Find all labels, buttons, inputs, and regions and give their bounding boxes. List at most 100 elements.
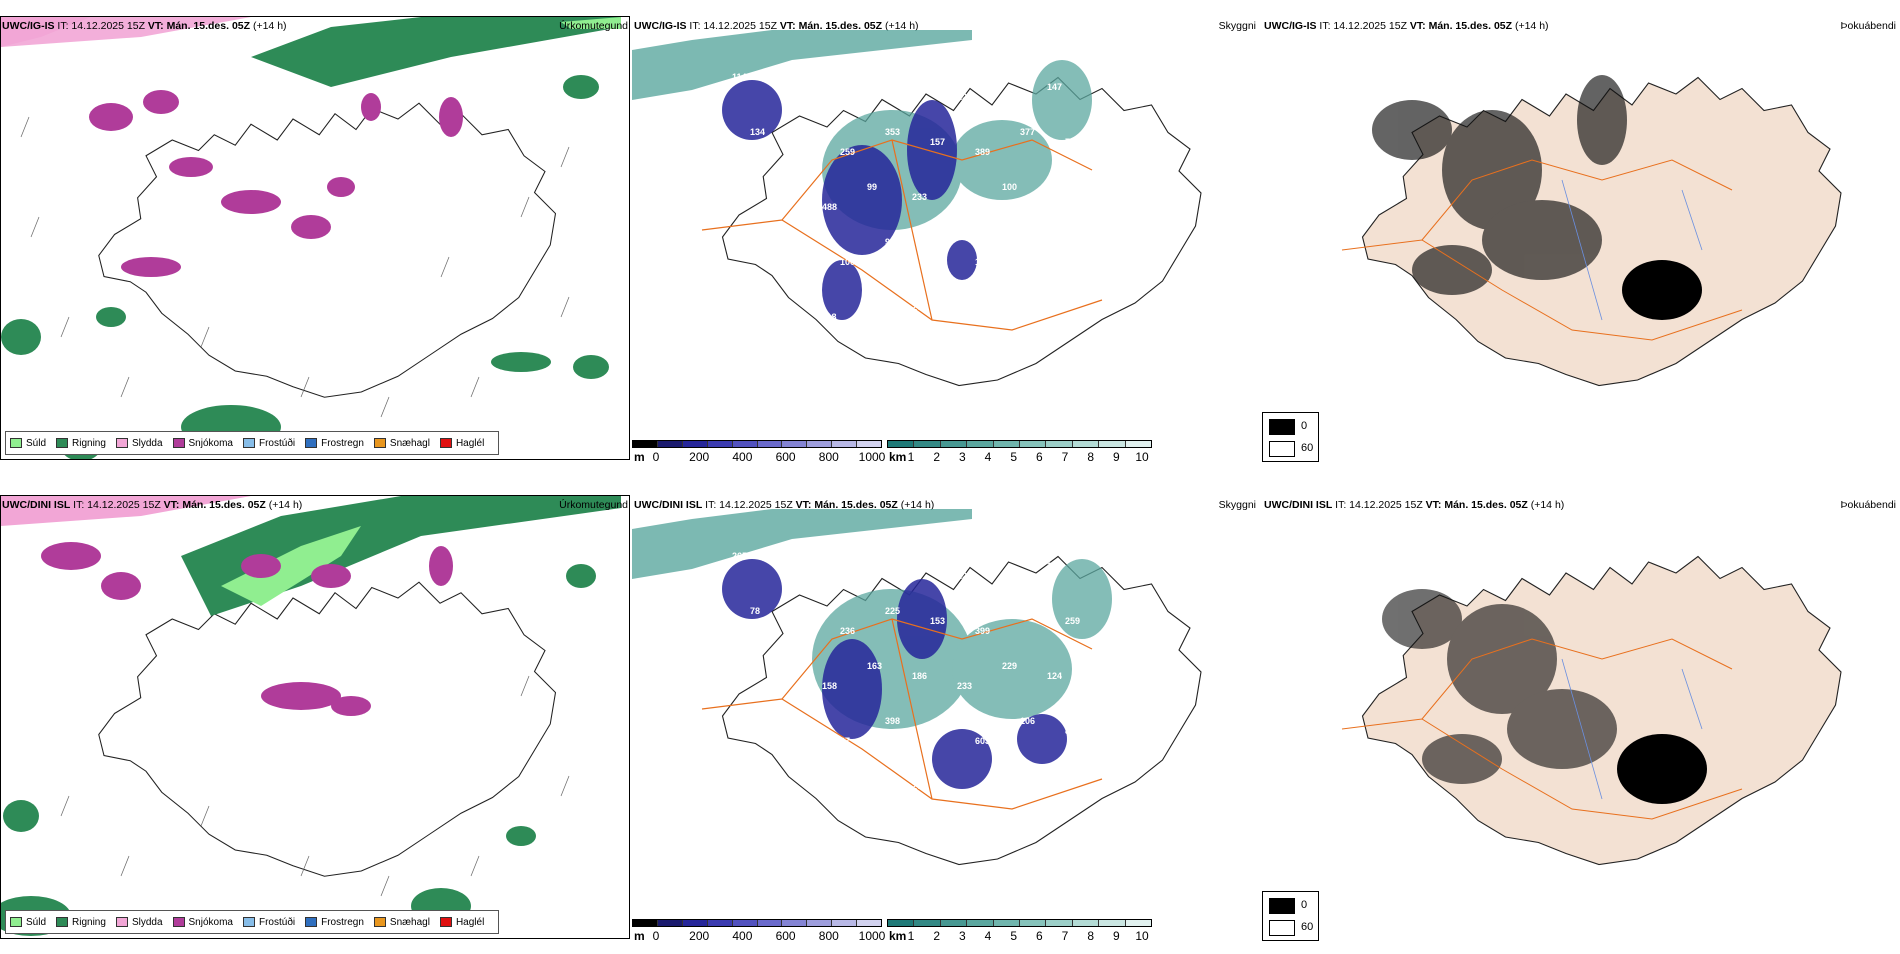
precip-legend-label: Slydda [131,437,163,449]
vis-value-label: 540 [822,791,837,801]
precip-legend: Súld Rigning Slydda Snjókoma Frostúði Frostre… [5,431,500,455]
ceiling-unit: m [634,450,645,464]
colorbar-segment [1099,920,1126,926]
vis-value-label: 68 [750,237,760,247]
precip-legend-item: Snjókoma [172,917,233,928]
colorbar-segment [888,441,915,447]
visibility-map[interactable]: 265 148 234 180 185 222 130 164 78 104 236 225 153 39… [632,509,1262,909]
vis-value-label: 399 [975,626,990,636]
header-mid: UWC/IG-IS IT: 14.12.2025 15Z VT: Mán. 15… [634,20,919,32]
vis-value-label: 134 [867,72,882,82]
vis-value-label: 124 [1047,671,1062,681]
vis-unit: km [889,450,907,464]
colorbar-tick: 4 [984,929,992,943]
vis-title: Skyggni [1218,20,1256,32]
vis-value-label: 398 [885,716,900,726]
vis-value-label: 287 [867,292,882,302]
precip-legend: Súld Rigning Slydda Snjókoma Frostúði Frostre… [5,910,500,934]
header-right: UWC/DINI ISL IT: 14.12.2025 15Z VT: Mán.… [1264,499,1565,511]
vis-value-label: 78 [750,606,760,616]
colorbar-segment [1099,441,1126,447]
precip-type-map[interactable]: Súld Rigning Slydda Snjókoma Frostúði Frostre… [0,495,630,939]
colorbar-segment [832,920,858,926]
colorbar-tick: 1000 [858,450,886,464]
vis-value-label: 377 [1020,127,1035,137]
precip-legend-item: Frostúði [242,437,296,449]
precip-legend-item: Haglél [439,438,484,449]
colorbar-tick: 9 [1112,450,1120,464]
vis-value-label: 259 [840,147,855,157]
precip-type-map[interactable]: Súld Rigning Slydda Snjókoma Frostúði Frostre… [0,16,630,460]
header-left: UWC/DINI ISL IT: 14.12.2025 15Z VT: Mán.… [2,499,303,511]
precip-type-panel: Súld Rigning Slydda Snjókoma Frostúði Frostre… [0,0,632,475]
vis-value-label: 163 [867,661,882,671]
colorbar-segment [757,441,783,447]
precip-title: Úrkomutegund [559,499,628,511]
vis-bar [887,440,1152,448]
vis-value-label: 104 [795,616,810,626]
precip-legend-swatch [10,438,22,448]
vis-value-label: 130 [1002,551,1017,561]
precip-legend-item: Rigning [56,438,106,449]
precip-legend-swatch [305,917,318,927]
vis-value-label: 180 [867,551,882,561]
vis-value-label: 111 [1020,237,1034,247]
precip-legend-label: Frostúði [258,916,296,928]
vis-value-label: 225 [885,606,900,616]
precip-legend-label: Frostúði [258,437,296,449]
vis-value-label: 93 [777,302,787,312]
vis-value-label: 120 [957,202,972,212]
colorbar-tick: 2 [933,450,940,464]
colorbar-segment [1125,441,1152,447]
fog-panel: UWC/DINI ISL IT: 14.12.2025 15Z VT: Mán.… [1262,479,1900,954]
fog-legend-swatch-0 [1269,419,1295,435]
visibility-map[interactable]: 114 150 214 134 137 121 254 147 134 105 259 353 157 3… [632,30,1262,430]
precip-legend-swatch [115,917,128,927]
precip-legend-item: Slydda [115,917,163,928]
fog-legend-label-0: 0 [1301,420,1308,432]
vis-value-label: 770 [1065,137,1080,147]
precip-legend-item: Frostúði [242,916,296,928]
vis-value-label: 98 [795,726,805,736]
colorbar-tick: 0 [652,450,660,464]
vis-value-label: 87 [1065,247,1075,257]
colorbar-tick: 0 [652,929,660,943]
vis-value-label: 97 [1020,606,1030,616]
header-mid: UWC/DINI ISL IT: 14.12.2025 15Z VT: Mán.… [634,499,935,511]
vis-value-label: 484 [777,192,792,202]
colorbar-segment [1046,920,1073,926]
precip-type-panel: Súld Rigning Slydda Snjókoma Frostúði Frostre… [0,479,632,954]
ceiling-bar [632,440,882,448]
fog-map[interactable] [1262,30,1892,430]
colorbar-tick: 10 [1135,450,1149,464]
ceiling-bar [632,919,882,927]
vis-value-label: 90 [750,716,760,726]
precip-legend-item: Snjókoma [172,438,233,449]
vis-value-label: 100 [1002,182,1017,192]
vis-value-label: 153 [930,616,945,626]
fog-map[interactable] [1262,509,1892,909]
vis-value-label: 274 [912,781,927,791]
colorbar-segment [633,920,658,926]
vis-value-label: 436 [930,726,945,736]
precip-legend-swatch [439,438,452,448]
colorbar-segment [967,441,994,447]
colorbar-segment [857,920,882,926]
fog-legend-label-0: 0 [1301,899,1308,911]
precip-legend-swatch [439,917,452,927]
precip-legend-item: Frostregn [305,917,364,928]
vis-colorbar: km 1 2 3 4 5 6 7 8 9 10 [887,440,1152,470]
colorbar-segment [914,920,941,926]
vis-title: Skyggni [1218,499,1256,511]
vis-value-label: 229 [1002,661,1017,671]
vis-value-label: 353 [885,127,900,137]
vis-value-label: 105 [732,771,747,781]
vis-value-label: 137 [930,247,945,257]
colorbar-tick: 400 [732,929,753,943]
vis-value-label: 259 [1065,616,1080,626]
precip-legend-swatch [373,438,386,448]
colorbar-tick: 9 [1112,929,1120,943]
precip-legend-label: Haglél [455,916,485,928]
fog-legend: 0 60 [1262,891,1319,941]
fog-panel: UWC/IG-IS IT: 14.12.2025 15Z VT: Mán. 15… [1262,0,1900,475]
